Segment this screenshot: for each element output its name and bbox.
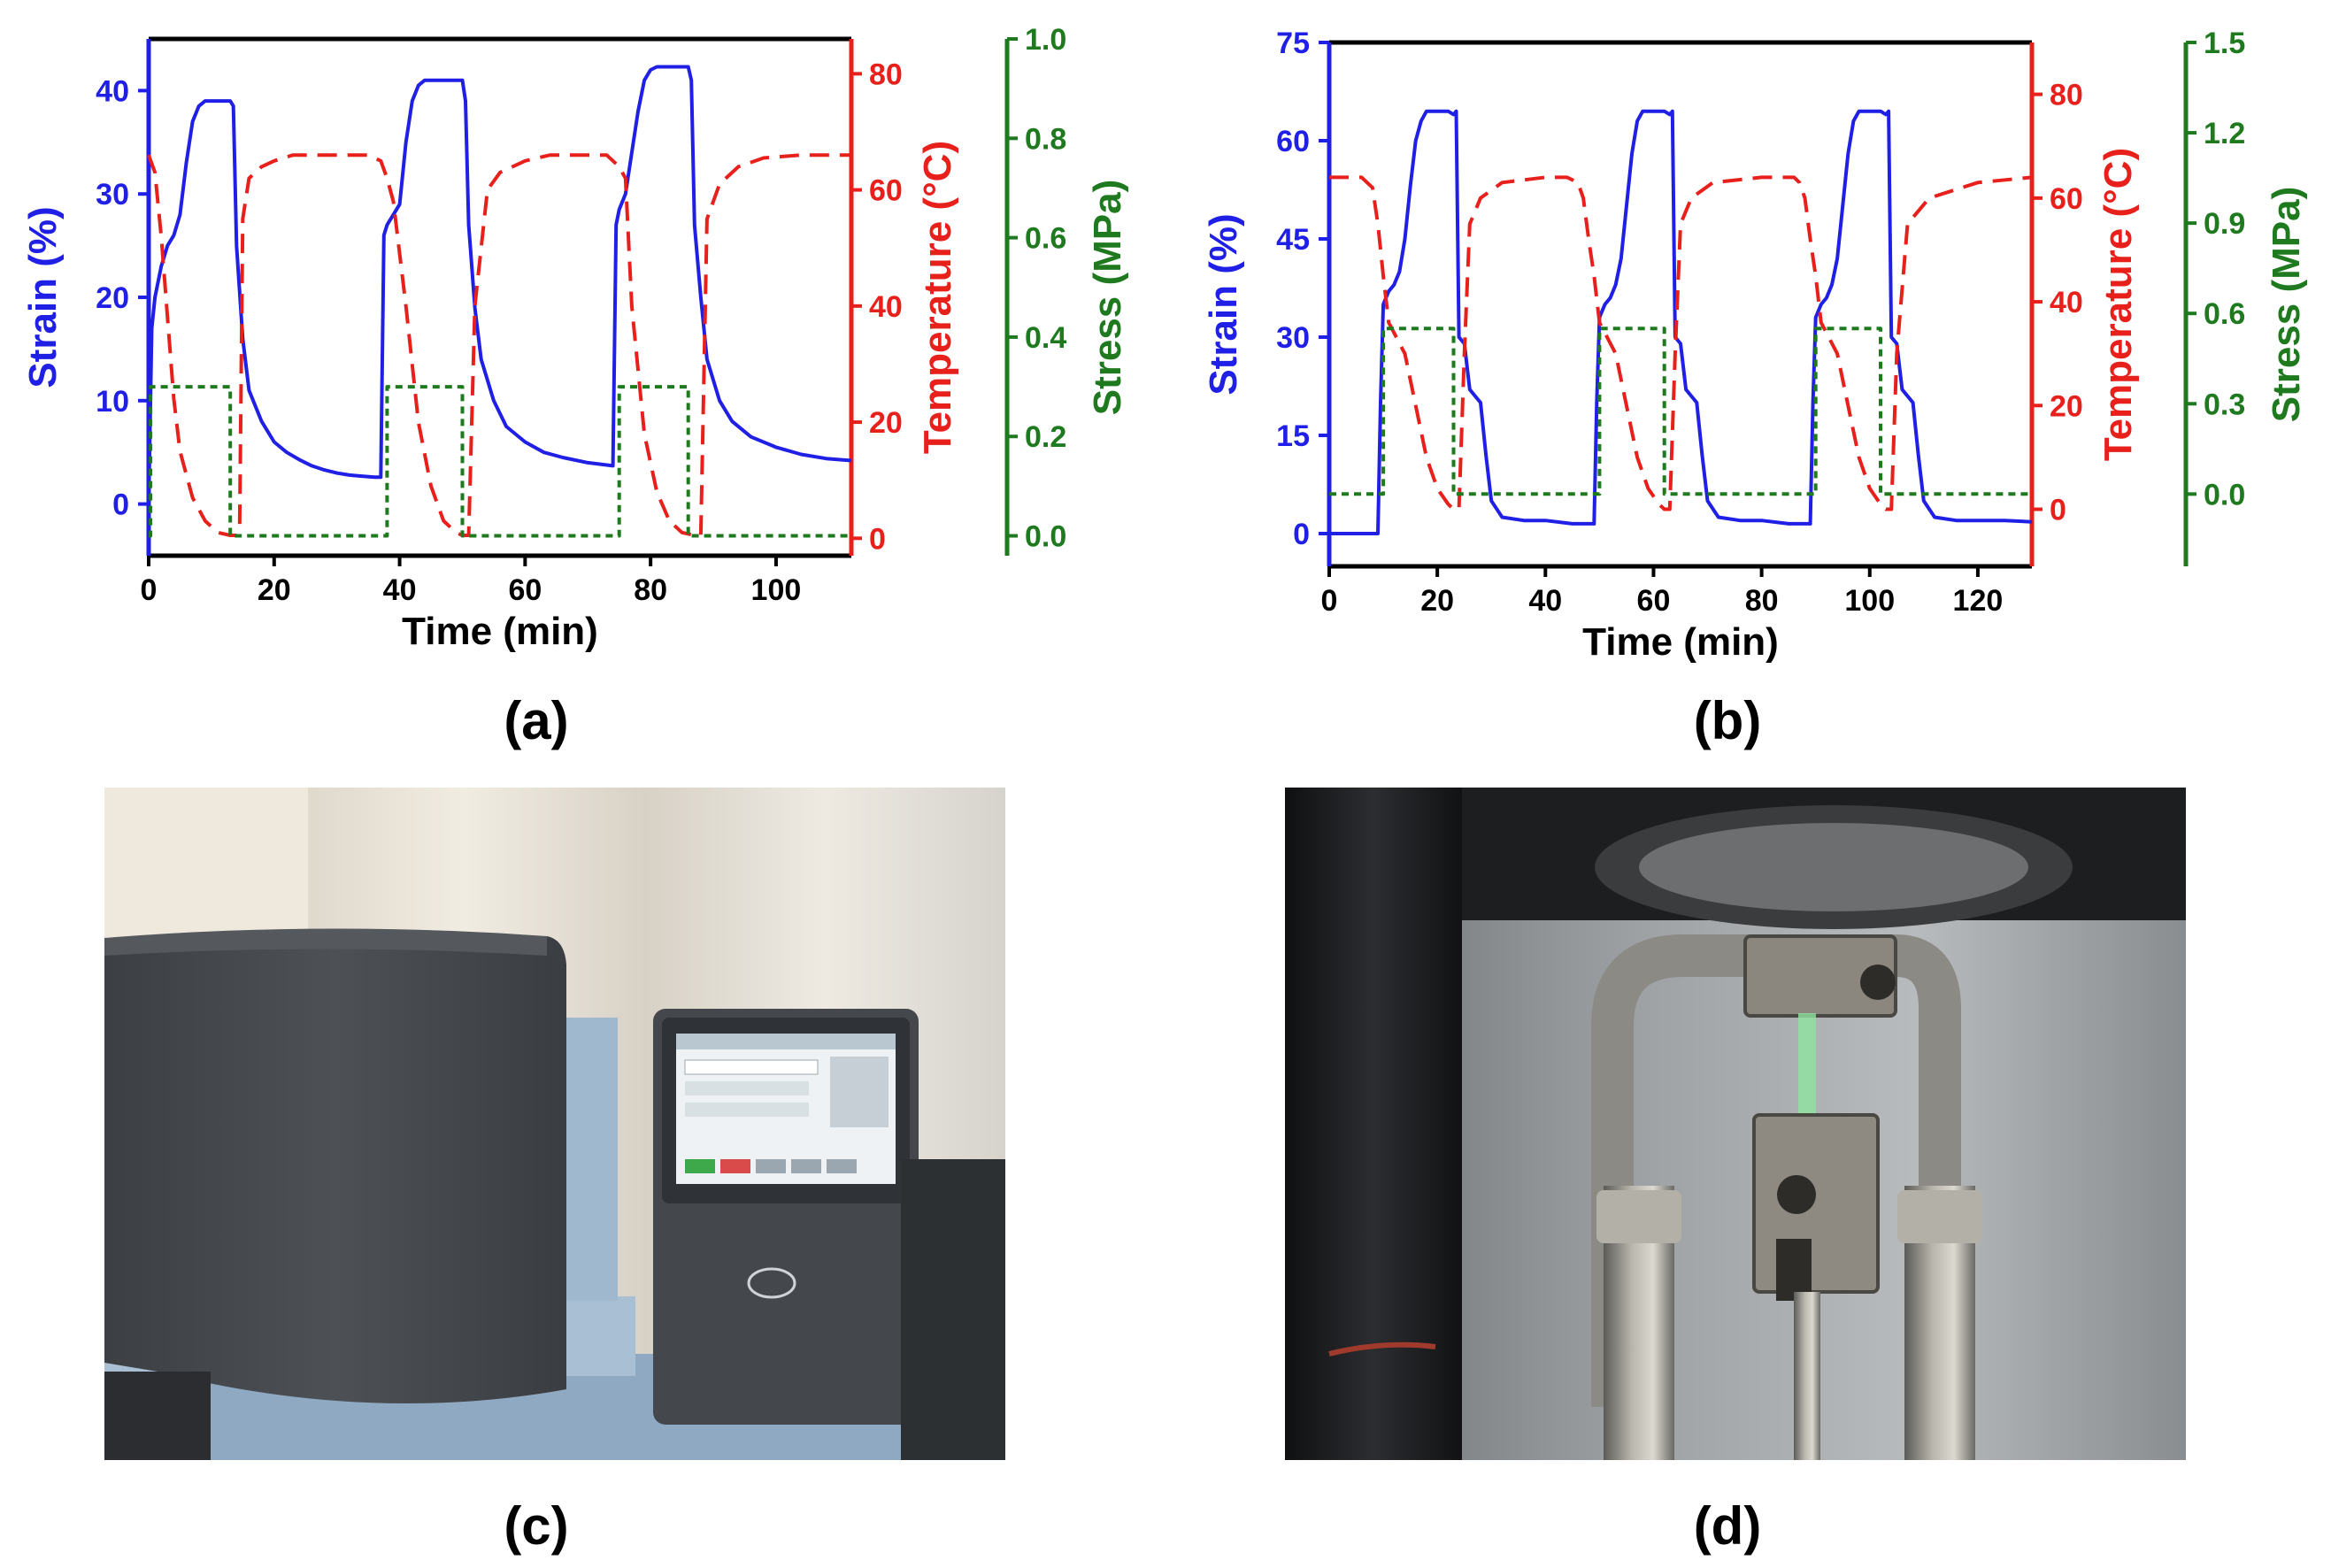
strain-tick-label: 0 [112,488,129,522]
temperature-tick-label: 20 [2050,389,2083,423]
x-tick-label: 20 [258,573,291,607]
x-tick-label: 40 [1528,584,1562,618]
specimen [1798,1013,1816,1137]
lower-clamp [1752,1113,1880,1294]
strain-tick-label: 30 [96,178,129,211]
x-axis-title: Time (min) [1582,620,1779,664]
photo-thermal-instrument [104,788,1005,1460]
caption-c: (c) [504,1496,569,1556]
furnace-housing [104,936,566,1403]
strain-tick-label: 30 [1276,321,1310,355]
x-tick-label: 60 [1637,584,1671,618]
caption-b: (b) [1693,691,1762,750]
temperature-tick-label: 20 [869,406,903,440]
x-tick-label: 0 [141,573,158,607]
x-tick-label: 20 [1420,584,1454,618]
blue-base [565,1018,618,1301]
upper-clamp [1743,934,1897,1018]
stress-tick-label: 1.0 [1025,23,1066,57]
photo-tensile-fixture [1285,788,2186,1460]
stress-tick-label: 0.6 [2204,297,2245,331]
x-tick-label: 0 [1321,584,1338,618]
stress-tick-label: 0.0 [2204,478,2245,511]
x-tick-label: 100 [751,573,802,607]
stress-tick-label: 0.9 [2204,207,2245,241]
temperature-tick-label: 0 [869,522,886,556]
c-frame [1591,934,1961,1407]
stress-tick-label: 1.2 [2204,117,2245,150]
strain-tick-label: 60 [1276,125,1310,158]
series-temperature-line [1329,175,2033,511]
series-temperature-line [147,153,851,537]
temperature-tick-label: 60 [2050,182,2083,216]
series-strain-line [1329,109,2033,535]
x-axis-title: Time (min) [402,610,598,653]
stress-tick-label: 0.0 [1025,520,1066,554]
strain-axis-title: Strain (%) [1202,213,1245,395]
temperature-tick-label: 80 [2050,79,2083,112]
temperature-tick-label: 40 [2050,286,2083,319]
strain-tick-label: 75 [1276,27,1310,60]
chart-b: 0 20 40 60 80 100 120 Time (min) 0 15 30 45 60 75 Stra… [1202,27,2308,664]
x-tick-label: 40 [383,573,417,607]
stress-tick-label: 1.5 [2204,27,2245,60]
stress-axis-title: Stress (MPa) [1086,180,1129,416]
strain-tick-label: 10 [96,385,129,419]
series-strain-line [147,65,852,504]
brand-logo [747,1267,796,1299]
x-tick-label: 80 [1745,584,1779,618]
strain-axis-title: Strain (%) [21,206,65,388]
caption-a: (a) [504,691,569,750]
x-tick-label: 60 [508,573,542,607]
caption-d: (d) [1693,1496,1762,1556]
temperature-tick-label: 0 [2050,494,2066,527]
strain-tick-label: 45 [1276,223,1310,257]
stress-tick-label: 0.2 [1025,420,1066,454]
series-stress-line [1329,327,2032,496]
strain-tick-label: 20 [96,281,129,315]
stress-tick-label: 0.8 [1025,122,1066,156]
temperature-axis-title: Temperature (°C) [916,141,959,454]
temperature-tick-label: 60 [869,174,903,208]
strain-tick-label: 40 [96,74,129,108]
x-tick-label: 80 [634,573,667,607]
strain-tick-label: 15 [1276,419,1310,453]
x-tick-label: 100 [1844,584,1895,618]
x-tick-label: 120 [1953,584,2004,618]
temperature-axis-title: Temperature (°C) [2096,148,2140,461]
stress-axis-title: Stress (MPa) [2265,187,2308,423]
black-column [1285,788,1462,1460]
stress-tick-label: 0.3 [2204,388,2245,421]
chart-a: 0 20 40 60 80 100 Time (min) 0 10 20 30 40 Strain (%… [21,23,1129,653]
series-stress-line [149,385,851,538]
temperature-tick-label: 80 [869,58,903,91]
temperature-tick-label: 40 [869,290,903,324]
stress-tick-label: 0.4 [1025,321,1066,355]
stress-tick-label: 0.6 [1025,222,1066,256]
strain-tick-label: 0 [1293,518,1310,551]
